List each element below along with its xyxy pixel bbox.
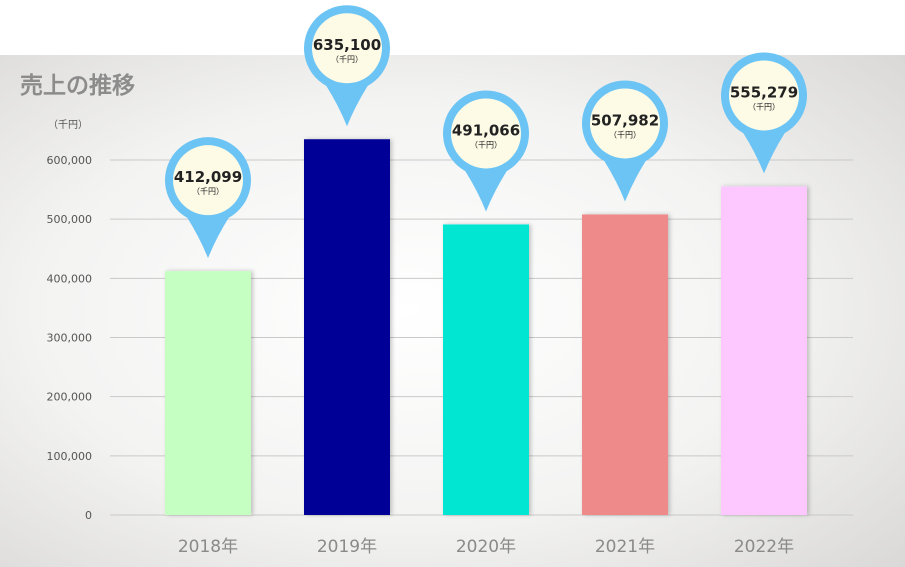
pin-inner-circle	[312, 13, 382, 84]
value-pin: 635,100（千円）	[303, 5, 390, 127]
data-value-label: 555,279	[730, 83, 798, 101]
x-category-label: 2018年	[178, 537, 238, 557]
data-value-label: 412,099	[174, 168, 242, 186]
x-category-label: 2021年	[595, 537, 655, 557]
data-unit-label: （千円）	[748, 101, 780, 111]
x-category-label: 2022年	[734, 537, 794, 557]
value-pin: 491,066（千円）	[443, 90, 529, 212]
data-value-label: 507,982	[591, 111, 659, 129]
bar	[165, 271, 251, 515]
bars	[165, 139, 807, 516]
x-category-label: 2020年	[456, 537, 516, 557]
bar	[304, 139, 390, 516]
pin-inner-circle	[173, 145, 243, 216]
y-tick-label: 500,000	[47, 213, 93, 226]
pin-inner-circle	[729, 60, 799, 131]
data-value-label: 635,100	[313, 36, 381, 54]
x-category-label: 2019年	[317, 537, 377, 557]
value-pins: 412,099（千円）635,100（千円）491,066（千円）507,982…	[164, 5, 808, 259]
value-pin: 507,982（千円）	[582, 80, 668, 202]
value-pin: 555,279（千円）	[721, 52, 808, 174]
bar	[582, 214, 668, 516]
y-tick-label: 0	[85, 509, 92, 522]
pin-inner-circle	[590, 88, 660, 159]
data-unit-label: （千円）	[470, 139, 502, 149]
y-tick-label: 200,000	[47, 391, 93, 404]
bar	[443, 224, 529, 515]
x-axis-categories: 2018年 2019年 2020年 2021年 2022年	[178, 537, 794, 557]
pin-inner-circle	[451, 98, 521, 169]
value-pin: 412,099（千円）	[164, 137, 252, 259]
y-tick-label: 400,000	[47, 272, 93, 285]
bar	[721, 186, 807, 515]
y-tick-label: 100,000	[47, 450, 93, 463]
data-unit-label: （千円）	[609, 129, 641, 139]
chart-title: 売上の推移	[20, 73, 135, 99]
data-unit-label: （千円）	[331, 54, 363, 64]
y-axis-ticks: 0 100,000 200,000 300,000 400,000 500,000 600,…	[47, 154, 93, 522]
data-unit-label: （千円）	[192, 186, 224, 196]
y-tick-label: 300,000	[47, 332, 93, 345]
data-value-label: 491,066	[452, 121, 520, 139]
y-axis-unit: （千円）	[48, 119, 88, 131]
y-tick-label: 600,000	[47, 154, 93, 167]
